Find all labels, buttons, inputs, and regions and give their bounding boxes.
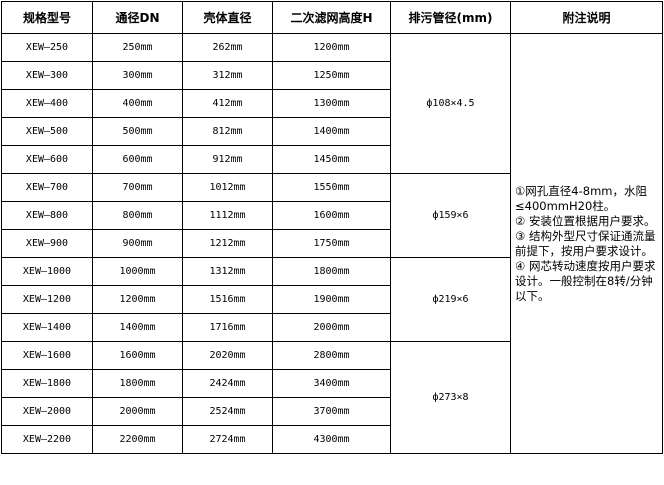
table-row: XEW—2000 2000mm 2524mm 3700mm: [1, 397, 663, 426]
dn-cell: 300mm: [92, 61, 183, 90]
dn-cell: 900mm: [92, 229, 183, 258]
screen-height-cell: 1800mm: [272, 257, 391, 286]
table-row: XEW—800 800mm 1112mm 1600mm: [1, 201, 663, 230]
note-item: ② 安装位置根据用户要求。: [515, 213, 656, 228]
screen-height-cell: 3400mm: [272, 369, 391, 398]
dn-cell: 1600mm: [92, 341, 183, 370]
model-cell: XEW—500: [1, 117, 93, 146]
table-row: XEW—700 700mm 1012mm 1550mm ф159×6: [1, 173, 663, 258]
table-row: XEW—250 250mm 262mm 1200mm ф108×4.5 ①网孔直径4-8m…: [1, 33, 663, 454]
screen-height-cell: 1250mm: [272, 61, 391, 90]
shell-diameter-cell: 1112mm: [182, 201, 273, 230]
shell-diameter-cell: 1716mm: [182, 313, 273, 342]
shell-diameter-cell: 2724mm: [182, 425, 273, 454]
column-header: 附注说明: [510, 1, 663, 34]
dn-cell: 1000mm: [92, 257, 183, 286]
shell-diameter-cell: 1012mm: [182, 173, 273, 202]
table-row: XEW—1600 1600mm 2020mm 2800mm ф273×8: [1, 341, 663, 454]
screen-height-cell: 3700mm: [272, 397, 391, 426]
model-cell: XEW—1400: [1, 313, 93, 342]
dn-cell: 400mm: [92, 89, 183, 118]
model-cell: XEW—2000: [1, 397, 93, 426]
drain-diameter-cell: ф273×8: [390, 341, 511, 454]
column-header: 规格型号: [1, 1, 93, 34]
dn-cell: 250mm: [92, 33, 183, 62]
screen-height-cell: 1450mm: [272, 145, 391, 174]
shell-diameter-cell: 912mm: [182, 145, 273, 174]
column-header: 二次滤网高度H: [272, 1, 391, 34]
shell-diameter-cell: 312mm: [182, 61, 273, 90]
dn-cell: 1800mm: [92, 369, 183, 398]
model-cell: XEW—700: [1, 173, 93, 202]
model-cell: XEW—900: [1, 229, 93, 258]
model-cell: XEW—800: [1, 201, 93, 230]
shell-diameter-cell: 1312mm: [182, 257, 273, 286]
table-row: XEW—600 600mm 912mm 1450mm: [1, 145, 663, 174]
model-cell: XEW—2200: [1, 425, 93, 454]
note-item: ④ 网芯转动速度按用户要求设计。一般控制在8转/分钟以下。: [515, 258, 656, 303]
drain-diameter-cell: ф108×4.5: [390, 33, 511, 174]
dn-cell: 1200mm: [92, 285, 183, 314]
dn-cell: 1400mm: [92, 313, 183, 342]
notes-cell: ①网孔直径4-8mm，水阻≤400mmH20柱。 ② 安装位置根据用户要求。 ③ 结…: [510, 33, 663, 454]
shell-diameter-cell: 1212mm: [182, 229, 273, 258]
model-cell: XEW—1000: [1, 257, 93, 286]
shell-diameter-cell: 2020mm: [182, 341, 273, 370]
shell-diameter-cell: 412mm: [182, 89, 273, 118]
note-item: ③ 结构外型尺寸保证通流量前提下，按用户要求设计。: [515, 228, 656, 258]
screen-height-cell: 1750mm: [272, 229, 391, 258]
table-row: XEW—300 300mm 312mm 1250mm: [1, 61, 663, 90]
shell-diameter-cell: 1516mm: [182, 285, 273, 314]
table-row: XEW—1200 1200mm 1516mm 1900mm: [1, 285, 663, 314]
drain-diameter-cell: ф219×6: [390, 257, 511, 342]
model-cell: XEW—1200: [1, 285, 93, 314]
note-item: ①网孔直径4-8mm，水阻≤400mmH20柱。: [515, 183, 647, 213]
table-row: XEW—2200 2200mm 2724mm 4300mm: [1, 425, 663, 454]
model-cell: XEW—300: [1, 61, 93, 90]
spec-table: 规格型号 通径DN 壳体直径 二次滤网高度H 排污管径(mm) 附注说明 XEW—250 2…: [1, 1, 663, 454]
screen-height-cell: 2000mm: [272, 313, 391, 342]
shell-diameter-cell: 812mm: [182, 117, 273, 146]
table-row: XEW—500 500mm 812mm 1400mm: [1, 117, 663, 146]
shell-diameter-cell: 262mm: [182, 33, 273, 62]
screen-height-cell: 1400mm: [272, 117, 391, 146]
shell-diameter-cell: 2424mm: [182, 369, 273, 398]
dn-cell: 2000mm: [92, 397, 183, 426]
dn-cell: 2200mm: [92, 425, 183, 454]
column-header: 通径DN: [92, 1, 183, 34]
model-cell: XEW—400: [1, 89, 93, 118]
dn-cell: 500mm: [92, 117, 183, 146]
model-cell: XEW—600: [1, 145, 93, 174]
column-header: 壳体直径: [182, 1, 273, 34]
model-cell: XEW—1600: [1, 341, 93, 370]
dn-cell: 800mm: [92, 201, 183, 230]
screen-height-cell: 4300mm: [272, 425, 391, 454]
shell-diameter-cell: 2524mm: [182, 397, 273, 426]
screen-height-cell: 1550mm: [272, 173, 391, 202]
screen-height-cell: 1600mm: [272, 201, 391, 230]
drain-diameter-cell: ф159×6: [390, 173, 511, 258]
model-cell: XEW—250: [1, 33, 93, 62]
screen-height-cell: 1900mm: [272, 285, 391, 314]
screen-height-cell: 1300mm: [272, 89, 391, 118]
screen-height-cell: 1200mm: [272, 33, 391, 62]
dn-cell: 600mm: [92, 145, 183, 174]
dn-cell: 700mm: [92, 173, 183, 202]
header-row: 规格型号 通径DN 壳体直径 二次滤网高度H 排污管径(mm) 附注说明: [1, 1, 663, 34]
model-cell: XEW—1800: [1, 369, 93, 398]
column-header: 排污管径(mm): [390, 1, 511, 34]
screen-height-cell: 2800mm: [272, 341, 391, 370]
